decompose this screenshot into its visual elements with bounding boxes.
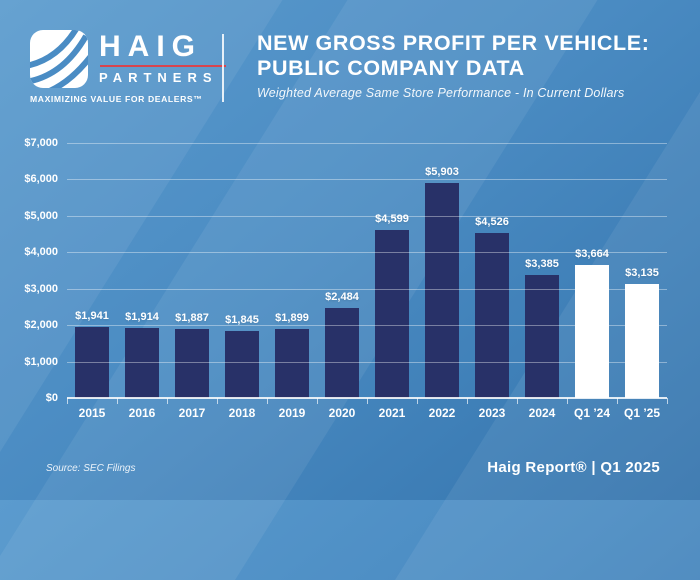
bar-value-label: $3,135 xyxy=(625,266,659,279)
bar-value-label: $1,914 xyxy=(125,311,159,324)
gridline xyxy=(67,252,667,254)
y-tick-label: $1,000 xyxy=(24,355,58,368)
x-tick-label: Q1 ’24 xyxy=(573,406,611,420)
bar-Q1 ’25 xyxy=(625,283,659,398)
bar-slot: $3,135 xyxy=(617,143,667,398)
y-tick-label: $7,000 xyxy=(24,137,58,149)
bar-value-label: $2,484 xyxy=(325,290,359,303)
report-credit: Haig Report® | Q1 2025 xyxy=(487,459,660,476)
bars-container: $1,941 $1,914 $1,887 $1,845 $1,899 $2,484 $4,5… xyxy=(67,143,667,398)
bar-value-label: $1,941 xyxy=(75,310,109,323)
x-tick-label: 2021 xyxy=(378,406,406,420)
x-axis-tick xyxy=(316,398,318,404)
gridline xyxy=(67,288,667,290)
x-axis-tick xyxy=(616,398,618,404)
bar-value-label: $4,526 xyxy=(475,216,509,229)
x-axis-tick xyxy=(466,398,468,404)
x-axis-tick xyxy=(266,398,268,404)
bar-2022 xyxy=(425,182,459,398)
x-axis-tick xyxy=(66,398,68,404)
infographic-canvas: { "header": { "logo": { "brand": "HAIG",… xyxy=(0,0,700,500)
page-title-line2: PUBLIC COMPANY DATA xyxy=(257,56,525,80)
x-tick-label: 2016 xyxy=(128,406,156,420)
x-tick-label: 2020 xyxy=(328,406,356,420)
y-tick-label: $5,000 xyxy=(24,209,58,222)
bar-2015 xyxy=(75,327,109,398)
haig-swoosh-icon xyxy=(30,30,88,88)
y-tick-label: $3,000 xyxy=(24,282,58,295)
header-divider xyxy=(222,34,224,102)
x-tick-label: 2024 xyxy=(528,406,556,420)
bar-2024 xyxy=(525,274,559,398)
x-tick-label: 2018 xyxy=(228,406,256,420)
bar-2021 xyxy=(375,230,409,398)
bar-slot: $1,887 xyxy=(167,143,217,398)
bar-value-label: $4,599 xyxy=(375,213,409,226)
x-axis-tick xyxy=(366,398,368,404)
bar-Q1 ’24 xyxy=(575,264,609,398)
x-axis-tick xyxy=(166,398,168,404)
x-tick-label: 2017 xyxy=(178,406,206,420)
logo-brand-text: HAIG xyxy=(99,30,202,63)
x-axis-tick xyxy=(416,398,418,404)
bar-slot: $2,484 xyxy=(317,143,367,398)
y-tick-label: $4,000 xyxy=(24,246,58,259)
x-axis-tick xyxy=(216,398,218,404)
x-tick-label: Q1 ’25 xyxy=(623,406,661,420)
gridline xyxy=(67,143,667,144)
y-tick-label: $0 xyxy=(45,392,58,404)
bar-slot: $3,664 xyxy=(567,143,617,398)
source-note: Source: SEC Filings xyxy=(46,463,136,474)
bar-2018 xyxy=(225,330,259,398)
bar-slot: $4,526 xyxy=(467,143,517,398)
haig-partners-logo: HAIG PARTNERS MAXIMIZING VALUE FOR DEALE… xyxy=(30,30,226,104)
page-subtitle: Weighted Average Same Store Performance … xyxy=(257,86,625,100)
y-tick-label: $6,000 xyxy=(24,173,58,186)
x-tick-label: 2023 xyxy=(478,406,506,420)
bar-2019 xyxy=(275,328,309,398)
bar-value-label: $1,887 xyxy=(175,312,209,325)
x-tick-label: 2022 xyxy=(428,406,456,420)
plot-area: $1,941 $1,914 $1,887 $1,845 $1,899 $2,484 $4,5… xyxy=(66,143,668,404)
bar-value-label: $5,903 xyxy=(425,165,459,178)
x-tick-label: 2019 xyxy=(278,406,306,420)
x-tick-label: 2015 xyxy=(78,406,106,420)
x-axis-labels: 2015 2016 2017 2018 2019 2020 2021 2022 2023 2024… xyxy=(67,406,667,420)
x-axis-tick xyxy=(116,398,118,404)
bar-slot: $5,903 xyxy=(417,143,467,398)
bar-slot: $4,599 xyxy=(367,143,417,398)
bar-2016 xyxy=(125,328,159,398)
bar-value-label: $3,664 xyxy=(575,247,609,260)
logo-brand-subtext: PARTNERS xyxy=(99,70,218,85)
y-axis: $0 $1,000 $2,000 $3,000 $4,000 $5,000 $6,000 $7… xyxy=(12,137,58,404)
bar-slot: $1,914 xyxy=(117,143,167,398)
bar-value-label: $3,385 xyxy=(525,257,559,270)
bar-2023 xyxy=(475,233,509,398)
bar-slot: $3,385 xyxy=(517,143,567,398)
gridline xyxy=(67,215,667,217)
gridline xyxy=(67,325,667,327)
bar-2017 xyxy=(175,329,209,398)
y-tick-label: $2,000 xyxy=(24,319,58,332)
logo-red-rule xyxy=(100,65,226,67)
x-axis-tick xyxy=(516,398,518,404)
bar-slot: $1,899 xyxy=(267,143,317,398)
bar-slot: $1,941 xyxy=(67,143,117,398)
bar-2020 xyxy=(325,307,359,398)
bar-value-label: $1,845 xyxy=(225,313,259,326)
gridline xyxy=(67,179,667,181)
bar-chart: $0 $1,000 $2,000 $3,000 $4,000 $5,000 $6,000 $7… xyxy=(12,136,672,432)
logo-tagline: MAXIMIZING VALUE FOR DEALERS™ xyxy=(30,94,203,104)
page-title-line1: NEW GROSS PROFIT PER VEHICLE: xyxy=(257,31,650,55)
x-axis-tick xyxy=(666,398,668,404)
chart-title-block: NEW GROSS PROFIT PER VEHICLE: PUBLIC COM… xyxy=(257,31,650,100)
x-axis-tick xyxy=(566,398,568,404)
gridline xyxy=(67,361,667,363)
bar-value-label: $1,899 xyxy=(275,311,309,324)
bar-slot: $1,845 xyxy=(217,143,267,398)
